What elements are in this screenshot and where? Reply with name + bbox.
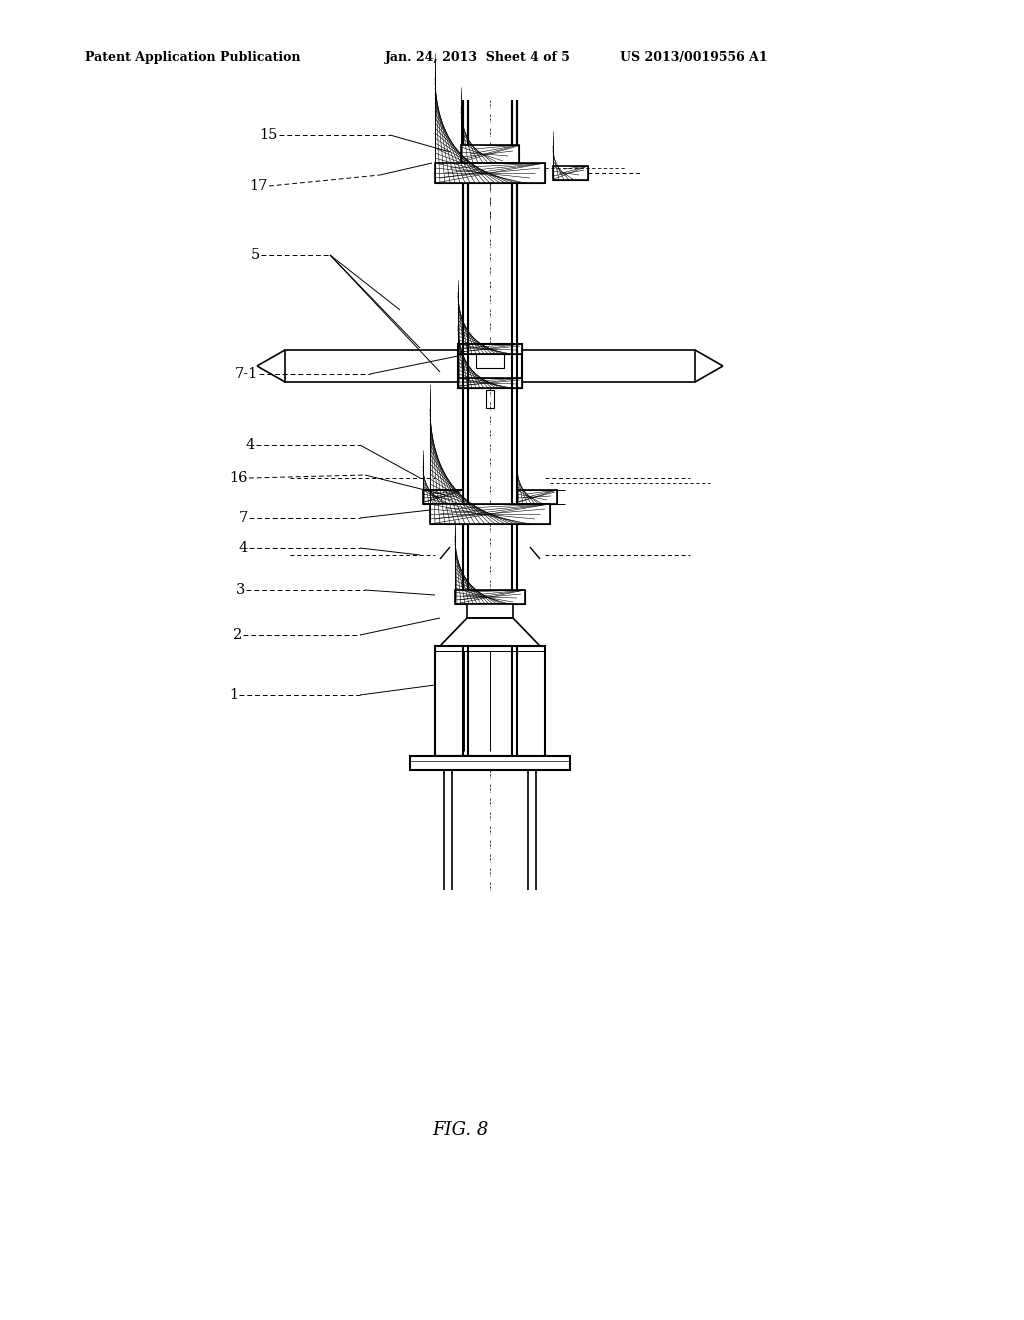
- Bar: [517, 490, 557, 504]
- Bar: [435, 162, 545, 183]
- Text: 17: 17: [250, 180, 268, 193]
- Bar: [458, 345, 522, 354]
- Text: US 2013/0019556 A1: US 2013/0019556 A1: [620, 50, 768, 63]
- Text: 7: 7: [239, 511, 248, 525]
- Bar: [435, 162, 545, 183]
- Text: 16: 16: [229, 471, 248, 484]
- Bar: [430, 504, 550, 524]
- Bar: [467, 605, 513, 618]
- Bar: [458, 378, 522, 388]
- Bar: [476, 352, 504, 368]
- Bar: [423, 490, 463, 504]
- Bar: [461, 145, 519, 162]
- Bar: [461, 145, 519, 162]
- Bar: [517, 350, 695, 381]
- Bar: [423, 490, 463, 504]
- Bar: [285, 350, 463, 381]
- Bar: [458, 345, 522, 354]
- Text: 5: 5: [251, 248, 260, 261]
- Text: 7-1: 7-1: [234, 367, 258, 381]
- Bar: [458, 378, 522, 388]
- Bar: [458, 345, 522, 388]
- Bar: [553, 166, 588, 180]
- Text: Patent Application Publication: Patent Application Publication: [85, 50, 300, 63]
- Text: 4: 4: [246, 438, 255, 451]
- Bar: [430, 504, 550, 524]
- Text: 1: 1: [229, 688, 238, 702]
- Bar: [455, 590, 525, 605]
- Bar: [517, 490, 557, 504]
- Bar: [553, 166, 588, 180]
- Text: 2: 2: [232, 628, 242, 642]
- Bar: [458, 378, 522, 388]
- Bar: [455, 590, 525, 605]
- Bar: [553, 166, 588, 180]
- Bar: [410, 756, 570, 770]
- Text: FIG. 8: FIG. 8: [432, 1121, 488, 1139]
- Text: 4: 4: [239, 541, 248, 554]
- Bar: [486, 389, 494, 408]
- Text: 3: 3: [236, 583, 245, 597]
- Bar: [458, 345, 522, 354]
- Bar: [455, 590, 525, 605]
- Bar: [435, 645, 545, 756]
- Bar: [435, 162, 545, 183]
- Text: 15: 15: [260, 128, 278, 143]
- Text: Jan. 24, 2013  Sheet 4 of 5: Jan. 24, 2013 Sheet 4 of 5: [385, 50, 570, 63]
- Bar: [517, 490, 557, 504]
- Bar: [430, 504, 550, 524]
- Bar: [423, 490, 463, 504]
- Bar: [461, 145, 519, 162]
